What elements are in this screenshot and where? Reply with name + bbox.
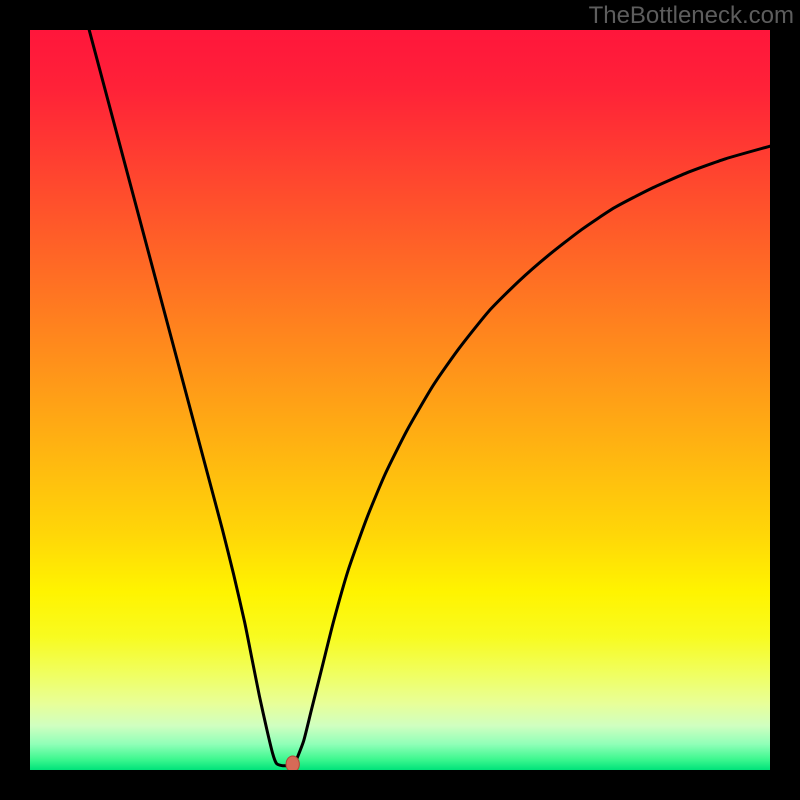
optimal-point-marker <box>286 756 299 770</box>
gradient-background <box>30 30 770 770</box>
plot-svg <box>30 30 770 770</box>
plot-area <box>30 30 770 770</box>
chart-container: TheBottleneck.com <box>0 0 800 800</box>
watermark-text: TheBottleneck.com <box>589 2 794 30</box>
